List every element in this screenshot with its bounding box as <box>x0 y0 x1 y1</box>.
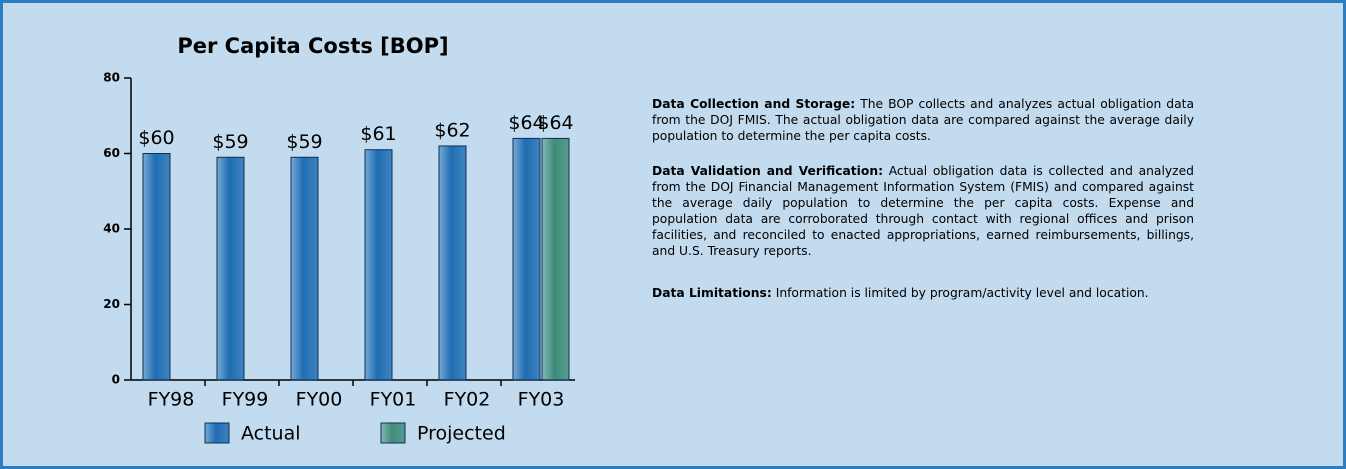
notes: Data Collection and Storage: The BOP col… <box>652 96 1194 320</box>
x-tick-label: FY01 <box>370 389 417 411</box>
note: Data Validation and Verification: Actual… <box>652 163 1194 259</box>
bar <box>290 156 319 381</box>
bar <box>364 149 393 381</box>
note: Data Limitations: Information is limited… <box>652 285 1194 301</box>
x-tick-label: FY00 <box>296 389 343 411</box>
value-label: $59 <box>212 131 248 153</box>
legend-label: Actual <box>241 423 301 445</box>
x-tick-label: FY03 <box>518 389 565 411</box>
y-tick-label: 40 <box>103 222 120 236</box>
note: Data Collection and Storage: The BOP col… <box>652 96 1194 144</box>
value-label: $59 <box>286 131 322 153</box>
value-label: $61 <box>360 123 396 145</box>
chart: Per Capita Costs [BOP] 0 20 40 60 80 FY98 $60 F… <box>103 34 575 445</box>
y-tick-label: 80 <box>103 71 120 85</box>
note-heading: Data Limitations: <box>652 286 772 300</box>
legend-swatch <box>204 422 230 444</box>
note-text: Information is limited by program/activi… <box>775 286 1149 300</box>
value-label: $62 <box>434 119 470 141</box>
bar <box>512 137 541 381</box>
note-text: The BOP collects and analyzes actual obl… <box>652 97 1194 143</box>
note-heading: Data Validation and Verification: <box>652 164 884 178</box>
y-tick-label: 0 <box>112 373 120 387</box>
bar <box>541 137 570 381</box>
value-label: $64 <box>508 112 544 134</box>
x-tick-label: FY99 <box>222 389 269 411</box>
y-tick-label: 60 <box>103 146 120 160</box>
bar <box>438 145 467 381</box>
x-tick-label: FY02 <box>444 389 491 411</box>
note-heading: Data Collection and Storage: <box>652 97 856 111</box>
bar <box>216 156 245 381</box>
note-text: Actual obligation data is collected and … <box>652 164 1194 258</box>
x-tick-label: FY98 <box>148 389 195 411</box>
y-tick-label: 20 <box>103 297 120 311</box>
legend-label: Projected <box>417 423 506 445</box>
chart-title: Per Capita Costs [BOP] <box>177 34 448 58</box>
value-label: $64 <box>537 112 573 134</box>
bar <box>142 153 171 381</box>
legend-swatch <box>380 422 406 444</box>
value-label: $60 <box>138 127 174 149</box>
